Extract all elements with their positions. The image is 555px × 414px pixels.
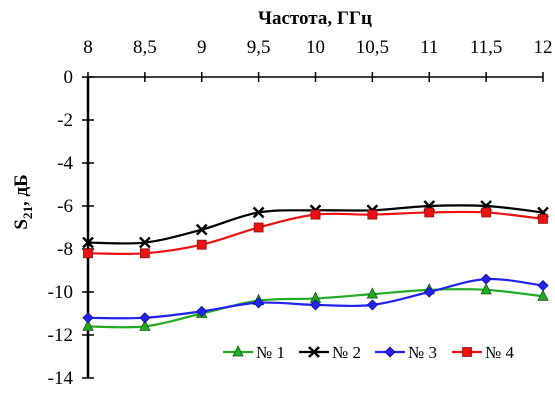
y-tick-label: -8 xyxy=(57,239,73,260)
y-tick-label: 0 xyxy=(64,67,74,88)
legend-marker xyxy=(232,345,244,357)
data-point xyxy=(309,299,322,311)
data-point xyxy=(310,209,321,220)
x-axis-title: Частота, ГГц xyxy=(258,8,372,29)
y-axis-title-rest: , дБ xyxy=(11,174,32,206)
data-point xyxy=(196,305,208,317)
legend-marker xyxy=(308,346,320,358)
data-point xyxy=(480,273,492,285)
y-tick-label: -6 xyxy=(57,196,73,217)
x-tick-label: 9 xyxy=(197,37,207,58)
data-point xyxy=(196,239,207,250)
legend-label: № 1 xyxy=(256,343,285,362)
x-tick-label: 8,5 xyxy=(133,37,157,58)
x-tick-label: 11 xyxy=(420,37,438,58)
data-point xyxy=(424,207,435,218)
data-point xyxy=(366,287,379,299)
y-tick-label: -2 xyxy=(57,110,73,131)
y-tick-label: -4 xyxy=(57,153,73,174)
data-point xyxy=(253,297,265,309)
legend-label: № 4 xyxy=(485,343,514,362)
data-point xyxy=(83,248,93,259)
x-tick-label: 11,5 xyxy=(470,37,503,58)
data-point xyxy=(82,319,94,331)
data-point xyxy=(538,213,548,224)
data-point xyxy=(82,236,94,249)
data-point xyxy=(253,222,264,233)
data-point xyxy=(367,209,378,220)
legend-marker xyxy=(462,347,472,357)
legend: № 1 № 2 № 3 № 4 xyxy=(223,343,514,362)
data-point xyxy=(195,223,208,236)
data-point xyxy=(481,207,492,218)
y-tick-label: -10 xyxy=(48,282,73,303)
series-2 xyxy=(82,200,549,249)
data-point xyxy=(366,299,378,311)
series-3 xyxy=(82,273,549,324)
legend-item: № 2 xyxy=(299,343,361,362)
x-tick-label: 8 xyxy=(83,37,93,58)
data-point xyxy=(139,248,150,259)
data-point xyxy=(537,289,549,301)
legend-item: № 3 xyxy=(375,343,437,362)
data-point xyxy=(139,319,151,331)
series-4 xyxy=(83,207,548,259)
legend-item: № 1 xyxy=(223,343,285,362)
y-tick-label: -12 xyxy=(48,325,73,346)
plot-area: 8 8,5 9 9,5 10 10,5 11 11,5 12 0 -2 -4 -6 -8 -10 -12 -14… xyxy=(48,37,553,389)
legend-marker xyxy=(384,346,396,358)
data-point xyxy=(423,286,435,298)
data-point xyxy=(138,236,151,249)
data-point xyxy=(480,282,492,295)
data-point xyxy=(537,279,549,292)
y-tick-label: -14 xyxy=(48,368,74,389)
x-tick-label: 10 xyxy=(306,37,325,58)
data-point xyxy=(82,312,94,324)
data-point xyxy=(252,206,265,219)
x-tick-label: 10,5 xyxy=(356,37,389,58)
legend-label: № 2 xyxy=(332,343,361,362)
y-axis-title: S21, дБ xyxy=(11,174,35,229)
y-axis-title-main: S xyxy=(11,219,32,230)
legend-item: № 4 xyxy=(452,343,514,362)
data-point xyxy=(139,312,151,324)
y-axis-title-sub: 21 xyxy=(20,206,35,219)
legend-label: № 3 xyxy=(408,343,437,362)
x-tick-label: 12 xyxy=(534,37,553,58)
x-tick-label: 9,5 xyxy=(247,37,271,58)
